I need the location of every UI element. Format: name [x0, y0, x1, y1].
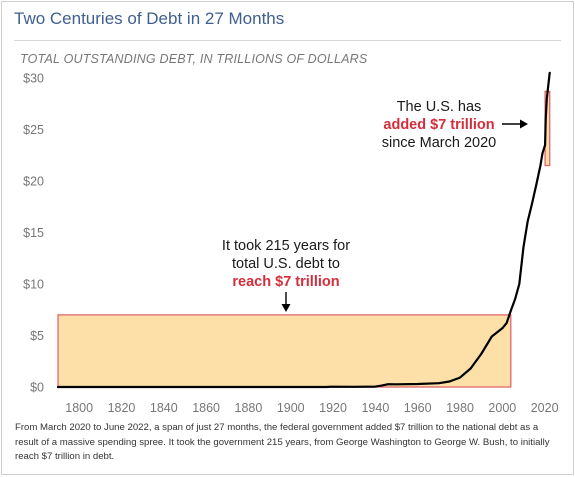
data-point: [518, 283, 521, 285]
data-point: [548, 71, 551, 74]
x-tick-label: 1820: [108, 401, 136, 415]
data-point: [289, 386, 292, 388]
x-tick-label: 2020: [531, 401, 559, 415]
data-point: [353, 385, 356, 388]
footnote: From March 2020 to June 2022, a span of …: [15, 422, 550, 462]
data-point: [545, 97, 548, 100]
right-annotation-line3: since March 2020: [382, 135, 496, 151]
y-tick-label: $0: [30, 381, 44, 395]
y-tick-label: $15: [23, 226, 44, 240]
y-tick-label: $20: [23, 175, 44, 189]
data-point: [535, 184, 538, 187]
highlight-box-1: [57, 314, 512, 388]
data-point: [374, 385, 377, 388]
data-point: [395, 383, 398, 386]
right-annotation-line1: The U.S. has: [397, 99, 482, 115]
data-point: [437, 382, 440, 385]
data-point: [526, 220, 529, 223]
x-tick-label: 1880: [235, 401, 263, 415]
debt-series-line: [56, 71, 551, 389]
x-axis-ticks: 1800 1820 1840 1860 1880 1900 1920 1940 1960 1980…: [65, 401, 558, 415]
data-point: [380, 384, 383, 387]
annotations: It took 215 years for total U.S. debt to r…: [222, 99, 528, 312]
debt-chart: $0 $5 $10 $15 $20 $25 $30 1800 1820 1840 1860 1880…: [23, 71, 558, 416]
data-point: [57, 386, 59, 388]
data-point: [325, 386, 328, 388]
chart-title: Two Centuries of Debt in 27 Months: [14, 9, 285, 28]
data-point: [509, 309, 512, 312]
x-tick-label: 1960: [404, 401, 432, 415]
x-tick-label: 1860: [192, 401, 220, 415]
left-annotation-line2: total U.S. debt to: [232, 256, 340, 272]
data-point: [184, 386, 186, 388]
highlight-boxes: [57, 90, 551, 388]
y-tick-label: $25: [23, 123, 44, 137]
data-point: [505, 322, 508, 325]
left-annotation-line3: reach $7 trillion: [232, 274, 339, 290]
right-annotation-line2: added $7 trillion: [383, 117, 494, 133]
x-tick-label: 1940: [361, 401, 389, 415]
right-arrow-head: [520, 119, 528, 129]
data-point: [459, 376, 461, 379]
left-annotation-line1: It took 215 years for: [222, 238, 350, 254]
y-tick-label: $10: [23, 278, 44, 292]
x-tick-label: 1920: [319, 401, 347, 415]
left-arrow-head: [281, 304, 291, 312]
data-point: [531, 202, 533, 205]
data-point: [469, 367, 472, 370]
data-point: [541, 152, 544, 155]
x-tick-label: 1840: [150, 401, 178, 415]
data-point: [330, 385, 332, 388]
data-point: [387, 383, 389, 386]
data-point: [448, 380, 451, 383]
data-point: [480, 353, 483, 355]
data-point: [539, 164, 542, 167]
y-tick-label: $30: [23, 72, 44, 86]
data-point: [416, 383, 419, 385]
y-tick-label: $5: [30, 329, 44, 343]
data-point: [514, 298, 516, 301]
data-point: [544, 144, 546, 146]
y-axis-ticks: $0 $5 $10 $15 $20 $25 $30: [23, 72, 44, 395]
data-point: [501, 327, 504, 330]
data-point: [490, 335, 493, 338]
y-axis-title: TOTAL OUTSTANDING DEBT, IN TRILLIONS OF …: [20, 52, 368, 66]
x-tick-label: 1980: [446, 401, 474, 415]
x-tick-label: 1800: [65, 401, 93, 415]
x-tick-label: 2000: [488, 401, 516, 415]
data-point: [522, 246, 525, 248]
data-point: [544, 118, 547, 121]
x-tick-label: 1900: [277, 401, 305, 415]
series-layer: [56, 71, 551, 389]
title-divider: [14, 40, 561, 41]
